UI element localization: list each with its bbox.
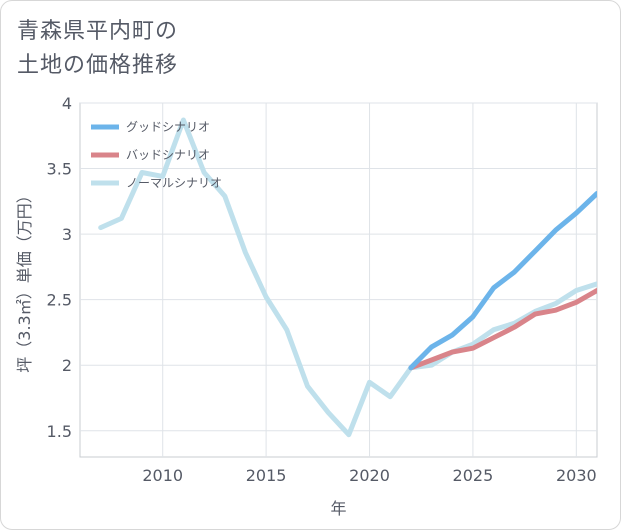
- y-tick-label: 2.5: [47, 291, 72, 310]
- series-line-2: [98, 117, 597, 438]
- y-tick-label: 4: [62, 94, 72, 113]
- x-axis-ticks: 2010 2015 2020 2025 2030: [142, 466, 596, 485]
- series-lines: [98, 117, 597, 438]
- y-tick-label: 3: [62, 225, 72, 244]
- y-axis-title: 坪（3.3㎡）単価（万円）: [15, 187, 34, 372]
- x-axis-title: 年: [330, 499, 346, 518]
- y-tick-label: 1.5: [47, 422, 72, 441]
- title-line-1: 青森県平内町の: [17, 19, 179, 44]
- legend-label: グッドシナリオ: [126, 120, 210, 134]
- series-line-1: [408, 288, 597, 371]
- legend-label: バッドシナリオ: [126, 148, 210, 162]
- x-tick-label: 2025: [453, 466, 494, 485]
- x-tick-label: 2015: [246, 466, 287, 485]
- y-tick-label: 2: [62, 356, 72, 375]
- x-tick-label: 2020: [349, 466, 390, 485]
- chart-title: 青森県平内町の 土地の価格推移: [17, 15, 178, 83]
- x-tick-label: 2010: [142, 466, 183, 485]
- x-tick-label: 2030: [556, 466, 597, 485]
- legend-label: ノーマルシナリオ: [126, 176, 222, 190]
- grid-lines: [80, 102, 597, 457]
- series-line-0: [408, 191, 597, 371]
- title-line-2: 土地の価格推移: [17, 53, 179, 78]
- y-tick-label: 3.5: [47, 160, 72, 179]
- y-axis-ticks: 1.5 2 2.5 3 3.5 4: [47, 94, 72, 441]
